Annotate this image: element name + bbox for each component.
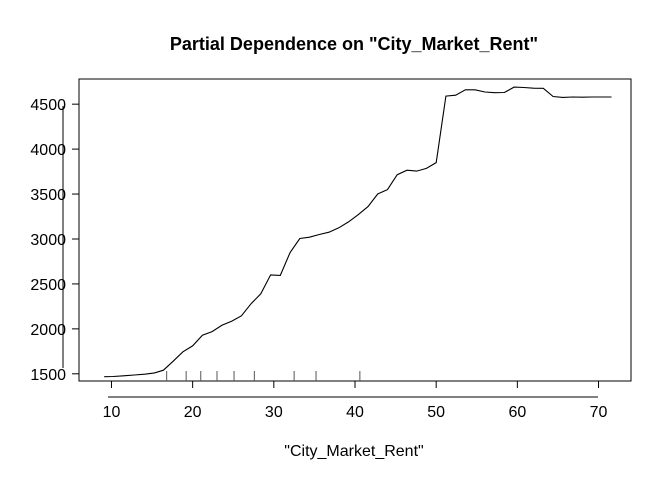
series-line [104,86,612,378]
plot-frame [78,78,632,382]
x-tick-label: 50 [427,404,445,421]
y-tick-label: 3000 [30,232,66,249]
x-tick-label: 10 [103,404,121,421]
x-tick-label: 60 [508,404,526,421]
y-tick-label: 2500 [30,277,66,294]
x-tick-label: 30 [265,404,283,421]
y-tick-label: 3500 [30,187,66,204]
x-tick-label: 20 [184,404,202,421]
rug-marks [166,371,361,381]
y-tick-label: 1500 [30,367,66,384]
y-tick-label: 4500 [30,97,66,114]
x-axis-label: "City_Market_Rent" [284,443,423,460]
x-tick-label: 70 [590,404,608,421]
y-tick-label: 4000 [30,142,66,159]
y-axis-ticks: 1500 2000 2500 3000 3500 4000 4500 [30,97,79,384]
x-tick-label: 40 [346,404,364,421]
chart-title: Partial Dependence on "City_Market_Rent" [170,34,538,54]
y-tick-label: 2000 [30,322,66,339]
x-axis-ticks: 10 20 30 40 50 60 70 [103,381,608,421]
